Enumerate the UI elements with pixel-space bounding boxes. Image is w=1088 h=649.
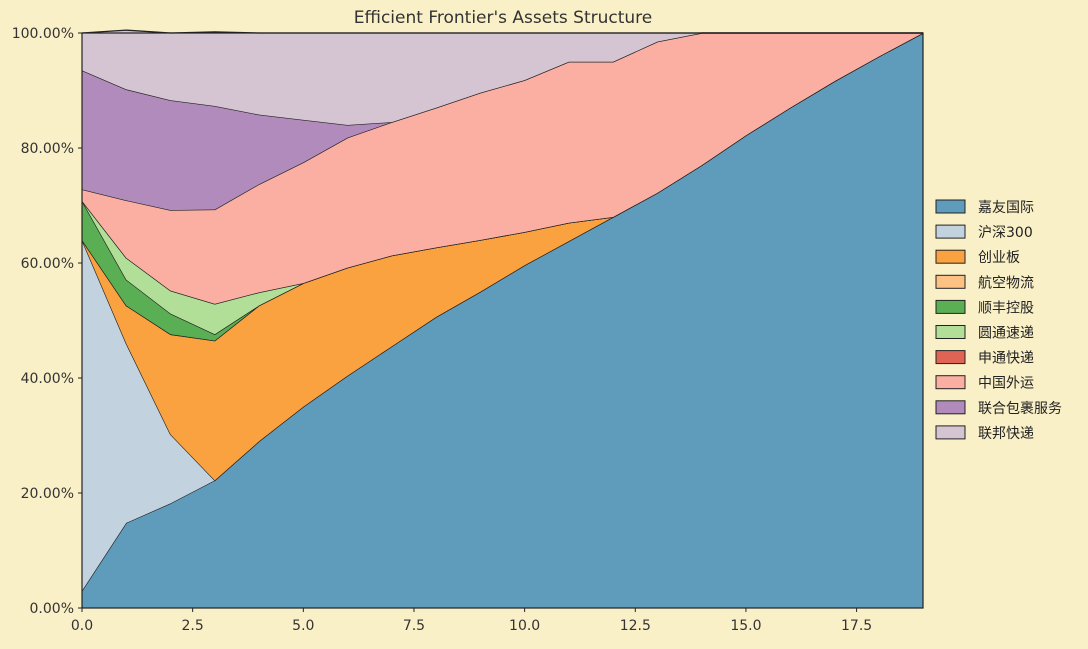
x-tick-label: 0.0 (71, 618, 93, 634)
legend-swatch (935, 299, 966, 314)
y-tick-label: 100.00% (12, 26, 74, 42)
legend-swatch (935, 375, 966, 390)
legend-label: 嘉友国际 (978, 200, 1034, 216)
y-tick-label: 0.00% (30, 601, 74, 617)
area-series-6 (82, 33, 923, 335)
y-tick-label: 40.00% (21, 371, 74, 387)
chart-title: Efficient Frontier's Assets Structure (354, 8, 652, 28)
x-tick-label: 2.5 (182, 618, 204, 634)
area-series-9 (82, 33, 923, 211)
legend-label: 中国外运 (978, 376, 1034, 392)
legend-swatch (935, 224, 966, 239)
legend-label: 圆通速递 (978, 326, 1034, 342)
area-series (81, 29, 924, 608)
legend-swatch (935, 249, 966, 264)
area-series-10 (82, 30, 923, 126)
x-tick-label: 12.5 (620, 618, 651, 634)
y-tick-label: 20.00% (21, 486, 74, 502)
axis-ticks: 0.0 2.5 5.0 7.5 10.0 12.5 15.0 17.5 0.00% 20.00% 4… (12, 26, 872, 634)
x-tick-label: 17.5 (841, 618, 872, 634)
y-tick-label: 80.00% (21, 141, 74, 157)
legend-swatch (935, 425, 966, 440)
legend-swatch (935, 274, 966, 289)
legend-label: 顺丰控股 (978, 300, 1034, 316)
legend-label: 创业板 (978, 250, 1020, 266)
legend-swatch (935, 400, 966, 415)
plot-frame (81, 32, 924, 609)
legend-swatch (935, 350, 966, 365)
legend-label: 沪深300 (978, 225, 1033, 241)
legend-label: 联邦快递 (978, 426, 1034, 442)
area-series-3 (82, 33, 923, 481)
legend-label: 联合包裹服务 (978, 401, 1062, 417)
area-series-1 (82, 33, 923, 608)
x-tick-label: 10.0 (509, 618, 540, 634)
area-series-8 (82, 33, 923, 304)
legend-label: 航空物流 (978, 275, 1034, 291)
legend-swatch (935, 199, 966, 214)
x-tick-label: 5.0 (292, 618, 314, 634)
legend-label: 申通快递 (978, 351, 1034, 367)
legend-swatch (935, 325, 966, 339)
x-tick-label: 7.5 (403, 618, 425, 634)
x-tick-label: 15.0 (730, 618, 761, 634)
y-tick-label: 60.00% (21, 256, 74, 272)
